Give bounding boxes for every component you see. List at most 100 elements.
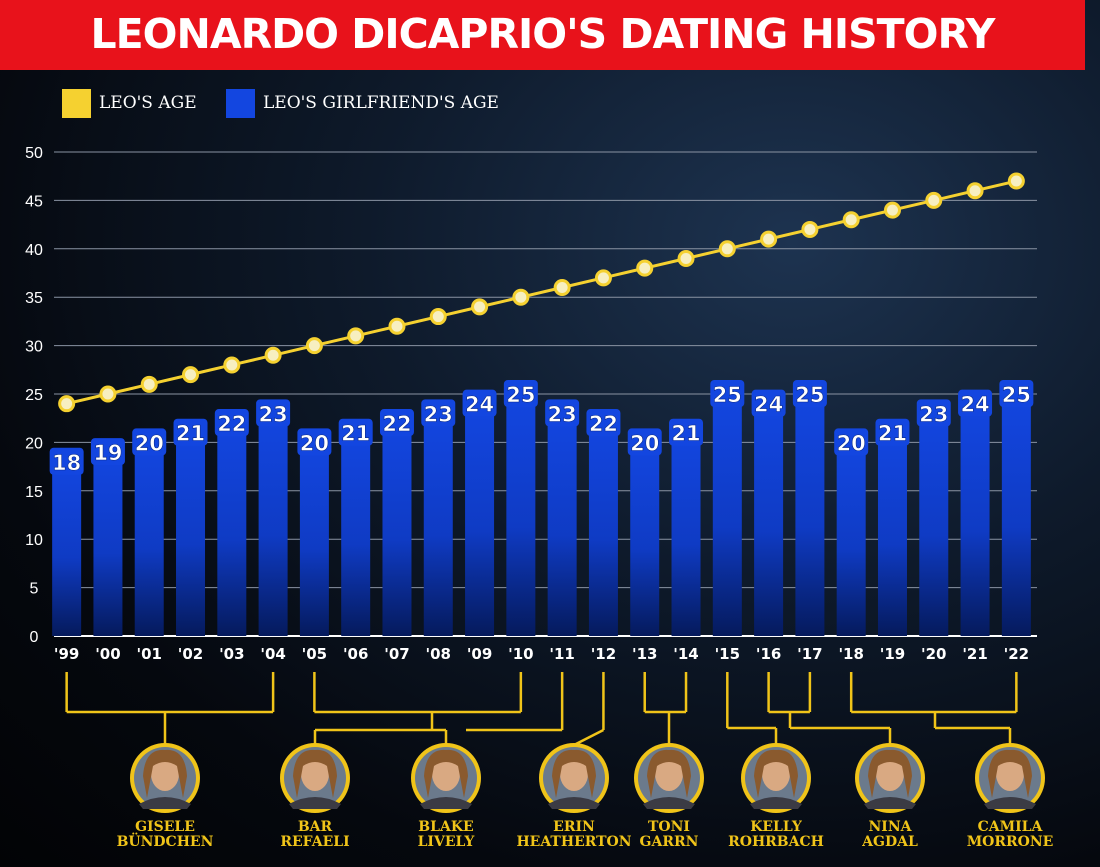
bar-value-text: 21 <box>878 422 907 446</box>
y-tick-label: 10 <box>25 532 43 549</box>
bar-value-badge <box>462 389 497 417</box>
bar-value-label: 23 <box>545 399 580 427</box>
bar-value-label: 24 <box>958 389 993 417</box>
bar-value-text: 21 <box>176 422 205 446</box>
leo-age-point <box>512 288 530 306</box>
girlfriend-photo <box>539 743 609 813</box>
y-tick-label: 45 <box>25 193 43 210</box>
bar-girlfriend-age <box>547 413 577 636</box>
girlfriend-name-line: ROHRBACH <box>728 834 824 850</box>
legend-label-girlfriend-age: LEO'S GIRLFRIEND'S AGE <box>263 93 499 113</box>
x-tick-label: '12 <box>591 645 616 663</box>
y-tick-label: 15 <box>25 484 43 501</box>
x-tick-label: '03 <box>219 645 244 663</box>
bar-value-badge <box>173 418 208 446</box>
bar-value-text: 18 <box>52 451 81 475</box>
y-tick-label: 35 <box>25 290 43 307</box>
leo-age-line <box>66 179 1017 406</box>
photo-shoulders <box>420 797 472 809</box>
bar-value-label: 20 <box>132 428 167 456</box>
bar-girlfriend-age <box>382 423 412 636</box>
photo-face <box>996 757 1024 791</box>
bar-value-text: 20 <box>300 431 329 455</box>
bar-value-badge <box>338 418 373 446</box>
bar-value-label: 22 <box>379 409 414 436</box>
y-tick-label: 0 <box>30 629 39 646</box>
bar-value-text: 25 <box>795 383 824 407</box>
bar-value-badge <box>916 399 951 427</box>
girlfriend-name: BAR REFAELI <box>240 820 390 850</box>
leo-age-point <box>636 259 654 277</box>
x-tick-label: '02 <box>178 645 203 663</box>
leo-age-point <box>140 375 158 393</box>
bar-value-text: 23 <box>548 402 577 426</box>
bar-value-label: 24 <box>462 389 497 417</box>
bar-girlfriend-age <box>877 432 907 636</box>
photo-face <box>876 757 904 791</box>
x-tick-label: '00 <box>95 645 120 663</box>
bar-value-badge <box>256 399 291 427</box>
girlfriend-name-line: MORRONE <box>966 834 1054 850</box>
girlfriend-name-line: AGDAL <box>862 834 918 850</box>
y-tick-label: 50 <box>25 145 43 162</box>
leo-age-point <box>429 308 447 326</box>
x-tick-label: '10 <box>508 645 533 663</box>
x-tick-label: '11 <box>549 645 574 663</box>
bar-value-badge <box>90 438 125 466</box>
bar-value-label: 19 <box>90 438 125 466</box>
bar-girlfriend-age <box>217 423 247 636</box>
girlfriend-name-line: GISELE <box>135 819 195 835</box>
bar-value-text: 24 <box>960 393 989 417</box>
x-tick-label: '13 <box>632 645 657 663</box>
y-tick-label: 30 <box>25 339 43 356</box>
bar-value-badge <box>999 380 1034 407</box>
girlfriend-name: BLAKE LIVELY <box>371 820 521 850</box>
y-tick-label: 20 <box>25 435 43 452</box>
bar-girlfriend-age <box>630 442 660 636</box>
x-tick-label: '19 <box>880 645 905 663</box>
girlfriend-photo <box>975 743 1045 813</box>
x-tick-label: '18 <box>838 645 863 663</box>
bar-girlfriend-age <box>588 423 618 636</box>
bar-value-text: 21 <box>671 422 700 446</box>
leo-age-point <box>718 240 736 258</box>
photo-shoulders <box>643 797 695 809</box>
bar-value-badge <box>586 409 621 437</box>
x-tick-label: '06 <box>343 645 368 663</box>
connector-line <box>573 728 605 747</box>
bar-girlfriend-age <box>836 442 866 636</box>
x-tick-label: '09 <box>467 645 492 663</box>
bar-value-text: 22 <box>589 412 618 436</box>
bar-value-label: 25 <box>503 380 538 407</box>
bar-value-badge <box>710 380 745 407</box>
x-tick-label: '07 <box>384 645 409 663</box>
x-tick-label: '01 <box>136 645 161 663</box>
bar-value-text: 24 <box>465 393 494 417</box>
x-tick-label: '16 <box>756 645 781 663</box>
x-tick-label: '05 <box>302 645 327 663</box>
girlfriend-name-line: REFAELI <box>280 834 350 850</box>
bar-girlfriend-age <box>465 403 495 636</box>
x-tick-label: '21 <box>962 645 987 663</box>
bar-value-text: 23 <box>258 402 287 426</box>
leo-age-point <box>966 182 984 200</box>
girlfriend-name-line: ERIN <box>553 819 595 835</box>
bar-value-label: 23 <box>256 399 291 427</box>
bar-value-text: 20 <box>630 431 659 455</box>
bar-girlfriend-age <box>795 394 825 636</box>
photo-hair <box>754 749 798 798</box>
girlfriend-name-line: TONI <box>648 819 690 835</box>
photo-shoulders <box>139 797 191 809</box>
bar-value-text: 19 <box>93 441 122 465</box>
leo-age-point <box>223 356 241 374</box>
girlfriend-name-line: NINA <box>868 819 912 835</box>
x-tick-label: '20 <box>921 645 946 663</box>
leo-age-point <box>264 346 282 364</box>
girlfriend-photo <box>741 743 811 813</box>
leo-age-point <box>182 366 200 384</box>
bar-value-text: 20 <box>135 431 164 455</box>
bar-value-badge <box>834 428 869 456</box>
photo-hair <box>552 749 596 798</box>
bar-girlfriend-age <box>960 403 990 636</box>
bar-value-badge <box>214 409 249 437</box>
